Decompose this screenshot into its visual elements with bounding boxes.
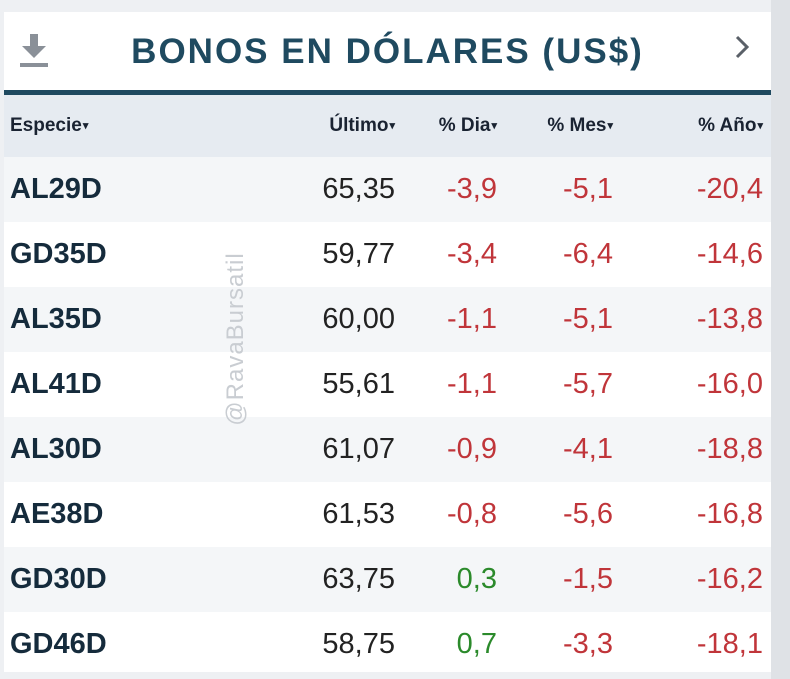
ultimo-cell: 58,75 [322,628,395,660]
bonds-card: BONOS EN DÓLARES (US$) Especie▾ Último▾ … [4,12,771,672]
table-row[interactable]: GD46D 58,75 0,7 -3,3 -18,1 [4,612,771,672]
table-header-row: Especie▾ Último▾ % Dia▾ % Mes▾ % Año▾ [4,95,771,157]
ano-cell: -18,1 [696,628,763,660]
ano-cell: -13,8 [696,303,763,335]
especie-cell[interactable]: AE38D [10,498,104,530]
page-title: BONOS EN DÓLARES (US$) [131,32,644,71]
sort-arrow-icon: ▾ [607,120,613,132]
ultimo-cell: 61,53 [322,498,395,530]
table-row[interactable]: GD35D 59,77 -3,4 -6,4 -14,6 [4,222,771,287]
bonds-table: Especie▾ Último▾ % Dia▾ % Mes▾ % Año▾ AL… [4,95,771,672]
mes-cell: -5,7 [563,368,613,400]
dia-cell: 0,7 [456,628,497,660]
especie-cell[interactable]: GD35D [10,238,107,270]
ano-cell: -18,8 [696,433,763,465]
mes-cell: -4,1 [563,433,613,465]
ano-cell: -20,4 [696,173,763,205]
especie-cell[interactable]: AL30D [10,433,102,465]
especie-cell[interactable]: AL35D [10,303,102,335]
download-icon[interactable] [18,32,50,68]
sort-arrow-icon: ▾ [757,120,763,132]
mes-cell: -1,5 [563,563,613,595]
ultimo-cell: 60,00 [322,303,395,335]
sort-arrow-icon: ▾ [491,120,497,132]
ano-cell: -14,6 [696,238,763,270]
especie-cell[interactable]: GD30D [10,563,107,595]
column-header-dia[interactable]: % Dia▾ [438,115,497,136]
table-row[interactable]: AL35D 60,00 -1,1 -5,1 -13,8 [4,287,771,352]
dia-cell: 0,3 [456,563,497,595]
ultimo-cell: 63,75 [322,563,395,595]
page-edge [771,0,790,679]
sort-arrow-icon: ▾ [389,120,395,132]
ano-cell: -16,0 [696,368,763,400]
column-header-ano[interactable]: % Año▾ [698,115,763,136]
especie-cell[interactable]: AL41D [10,368,102,400]
ano-cell: -16,2 [696,563,763,595]
card-header: BONOS EN DÓLARES (US$) [4,12,771,95]
column-header-ultimo[interactable]: Último▾ [329,115,395,136]
ultimo-cell: 65,35 [322,173,395,205]
column-header-especie[interactable]: Especie▾ [10,115,89,136]
column-header-mes[interactable]: % Mes▾ [547,115,613,136]
table-row[interactable]: AE38D 61,53 -0,8 -5,6 -16,8 [4,482,771,547]
mes-cell: -5,1 [563,303,613,335]
mes-cell: -5,1 [563,173,613,205]
ultimo-cell: 55,61 [322,368,395,400]
table-row[interactable]: AL29D 65,35 -3,9 -5,1 -20,4 [4,157,771,222]
ano-cell: -16,8 [696,498,763,530]
dia-cell: -3,4 [447,238,497,270]
dia-cell: -1,1 [447,303,497,335]
chevron-right-icon[interactable] [731,32,753,62]
dia-cell: -3,9 [447,173,497,205]
mes-cell: -3,3 [563,628,613,660]
table-row[interactable]: AL41D 55,61 -1,1 -5,7 -16,0 [4,352,771,417]
table-row[interactable]: GD30D 63,75 0,3 -1,5 -16,2 [4,547,771,612]
dia-cell: -0,9 [447,433,497,465]
ultimo-cell: 61,07 [322,433,395,465]
dia-cell: -1,1 [447,368,497,400]
especie-cell[interactable]: AL29D [10,173,102,205]
ultimo-cell: 59,77 [322,238,395,270]
especie-cell[interactable]: GD46D [10,628,107,660]
table-row[interactable]: AL30D 61,07 -0,9 -4,1 -18,8 [4,417,771,482]
mes-cell: -6,4 [563,238,613,270]
dia-cell: -0,8 [447,498,497,530]
sort-arrow-icon: ▾ [82,120,89,132]
mes-cell: -5,6 [563,498,613,530]
